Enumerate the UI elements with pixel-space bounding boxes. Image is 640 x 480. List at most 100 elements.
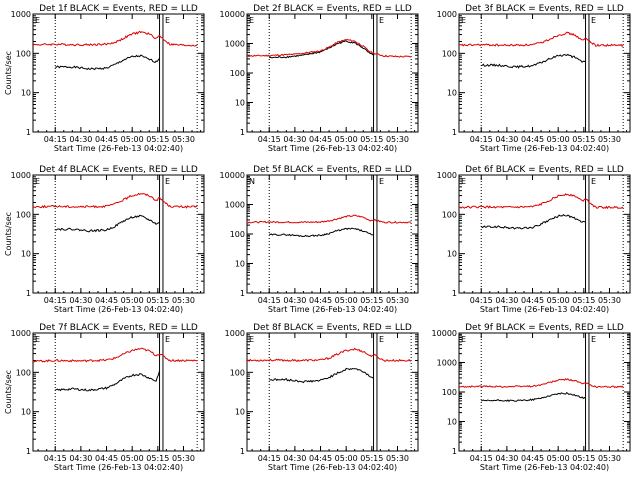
y-tick-label: 100 bbox=[442, 388, 457, 397]
x-tick-label: 04:15 bbox=[258, 296, 281, 305]
x-axis-label: Start Time (26-Feb-13 04:02:40) bbox=[268, 144, 397, 153]
y-tick-label: 1000 bbox=[225, 201, 245, 210]
segment-marker-letter: E bbox=[379, 335, 384, 344]
x-tick-label: 04:15 bbox=[258, 135, 281, 144]
x-tick-label: 04:15 bbox=[44, 454, 67, 463]
x-tick-label: 05:15 bbox=[146, 454, 169, 463]
segment-marker-letter: E bbox=[591, 335, 596, 344]
y-tick-label: 1 bbox=[240, 128, 245, 137]
x-axis-label: Start Time (26-Feb-13 04:02:40) bbox=[268, 305, 397, 314]
x-tick-label: 05:30 bbox=[386, 454, 409, 463]
detector-plot-1: Det 1f BLACK = Events, RED = LLD 1 10 100 10… bbox=[4, 4, 205, 153]
x-axis-label: Start Time (26-Feb-13 04:02:40) bbox=[54, 305, 183, 314]
y-tick-label: 1 bbox=[452, 128, 457, 137]
x-tick-label: 04:30 bbox=[69, 454, 92, 463]
y-tick-label: 1 bbox=[26, 447, 31, 456]
x-tick-label: 04:45 bbox=[95, 454, 118, 463]
y-tick-label: 1000 bbox=[11, 10, 31, 19]
detector-plot-4: Det 4f BLACK = Events, RED = LLD 1 10 100 10… bbox=[4, 165, 205, 314]
x-axis-label: Start Time (26-Feb-13 04:02:40) bbox=[54, 144, 183, 153]
segment-marker-letter: E bbox=[165, 16, 170, 25]
x-axis-label: Start Time (26-Feb-13 04:02:40) bbox=[268, 463, 397, 472]
events-series-line bbox=[269, 367, 374, 384]
x-tick-label: 04:30 bbox=[283, 454, 306, 463]
events-series-line bbox=[480, 213, 586, 230]
y-tick-label: 10 bbox=[235, 260, 245, 269]
plot-frame bbox=[32, 332, 205, 452]
x-tick-label: 05:15 bbox=[146, 135, 169, 144]
y-tick-label: 10 bbox=[235, 99, 245, 108]
x-tick-label: 04:45 bbox=[309, 454, 332, 463]
y-tick-label: 10 bbox=[21, 89, 31, 98]
segment-marker-letter: E bbox=[379, 16, 384, 25]
y-tick-label: 10000 bbox=[220, 10, 245, 19]
x-tick-label: 05:15 bbox=[360, 296, 383, 305]
plot-title: Det 6f BLACK = Events, RED = LLD bbox=[465, 165, 624, 175]
x-tick-label: 05:00 bbox=[547, 135, 570, 144]
plot-frame bbox=[32, 13, 205, 133]
y-tick-label: 100 bbox=[16, 49, 31, 58]
y-tick-label: 100 bbox=[16, 210, 31, 219]
y-tick-label: 1000 bbox=[437, 171, 457, 180]
y-tick-label: 100 bbox=[442, 210, 457, 219]
x-tick-label: 04:30 bbox=[283, 135, 306, 144]
segment-marker-letter: E bbox=[35, 335, 40, 344]
x-tick-label: 04:45 bbox=[521, 454, 544, 463]
plot-title: Det 1f BLACK = Events, RED = LLD bbox=[39, 4, 198, 14]
x-tick-label: 05:30 bbox=[598, 296, 621, 305]
plot-frame bbox=[246, 174, 419, 294]
plot-title: Det 3f BLACK = Events, RED = LLD bbox=[465, 4, 624, 14]
events-series-line bbox=[480, 391, 586, 403]
x-tick-label: 05:00 bbox=[121, 454, 144, 463]
x-tick-label: 05:15 bbox=[572, 454, 595, 463]
x-tick-label: 04:15 bbox=[258, 454, 281, 463]
x-tick-label: 05:15 bbox=[360, 454, 383, 463]
segment-marker-letter: E bbox=[591, 177, 596, 186]
x-tick-label: 05:15 bbox=[572, 135, 595, 144]
lld-series-line bbox=[32, 30, 198, 47]
x-tick-label: 04:15 bbox=[470, 454, 493, 463]
x-tick-label: 04:30 bbox=[495, 296, 518, 305]
x-tick-label: 04:30 bbox=[69, 135, 92, 144]
plot-title: Det 4f BLACK = Events, RED = LLD bbox=[39, 165, 198, 175]
lld-series-line bbox=[33, 347, 198, 363]
y-tick-label: 10000 bbox=[432, 329, 457, 338]
x-tick-label: 04:15 bbox=[470, 135, 493, 144]
detector-plot-5: Det 5f BLACK = Events, RED = LLD 1 10 100 10… bbox=[220, 165, 419, 314]
detector-plot-7: Det 7f BLACK = Events, RED = LLD 1 10 100 10… bbox=[4, 323, 205, 472]
x-axis-label: Start Time (26-Feb-13 04:02:40) bbox=[480, 305, 609, 314]
x-tick-label: 04:45 bbox=[309, 296, 332, 305]
x-tick-label: 05:00 bbox=[335, 296, 358, 305]
plot-frame bbox=[246, 332, 419, 452]
y-tick-label: 100 bbox=[230, 230, 245, 239]
x-tick-label: 05:00 bbox=[121, 135, 144, 144]
x-tick-label: 04:15 bbox=[470, 296, 493, 305]
y-tick-label: 10 bbox=[21, 408, 31, 417]
y-axis-label: Counts/sec bbox=[4, 51, 13, 95]
detector-plot-9: Det 9f BLACK = Events, RED = LLD 1 10 100 10… bbox=[432, 323, 631, 472]
x-tick-label: 05:30 bbox=[598, 135, 621, 144]
x-tick-label: 04:30 bbox=[495, 135, 518, 144]
y-tick-label: 100 bbox=[230, 69, 245, 78]
lld-series-line bbox=[246, 38, 412, 58]
segment-marker-letter: E bbox=[35, 16, 40, 25]
plot-title: Det 5f BLACK = Events, RED = LLD bbox=[253, 165, 412, 175]
plot-frame bbox=[458, 174, 631, 294]
detector-plot-8: Det 8f BLACK = Events, RED = LLD 1 10 100 10… bbox=[225, 323, 419, 472]
x-tick-label: 05:30 bbox=[172, 135, 195, 144]
x-axis-label: Start Time (26-Feb-13 04:02:40) bbox=[54, 463, 183, 472]
y-tick-label: 10 bbox=[447, 418, 457, 427]
detector-plot-6: Det 6f BLACK = Events, RED = LLD 1 10 100 10… bbox=[437, 165, 631, 314]
plot-frame bbox=[458, 332, 631, 452]
x-tick-label: 05:00 bbox=[547, 454, 570, 463]
lld-series-line bbox=[246, 214, 412, 224]
x-tick-label: 04:45 bbox=[95, 135, 118, 144]
events-series-line bbox=[268, 40, 374, 59]
segment-marker-letter: E bbox=[165, 335, 170, 344]
x-tick-label: 04:15 bbox=[44, 135, 67, 144]
x-tick-label: 04:45 bbox=[521, 135, 544, 144]
y-tick-label: 1 bbox=[26, 128, 31, 137]
x-tick-label: 05:00 bbox=[121, 296, 144, 305]
y-tick-label: 1 bbox=[452, 289, 457, 298]
